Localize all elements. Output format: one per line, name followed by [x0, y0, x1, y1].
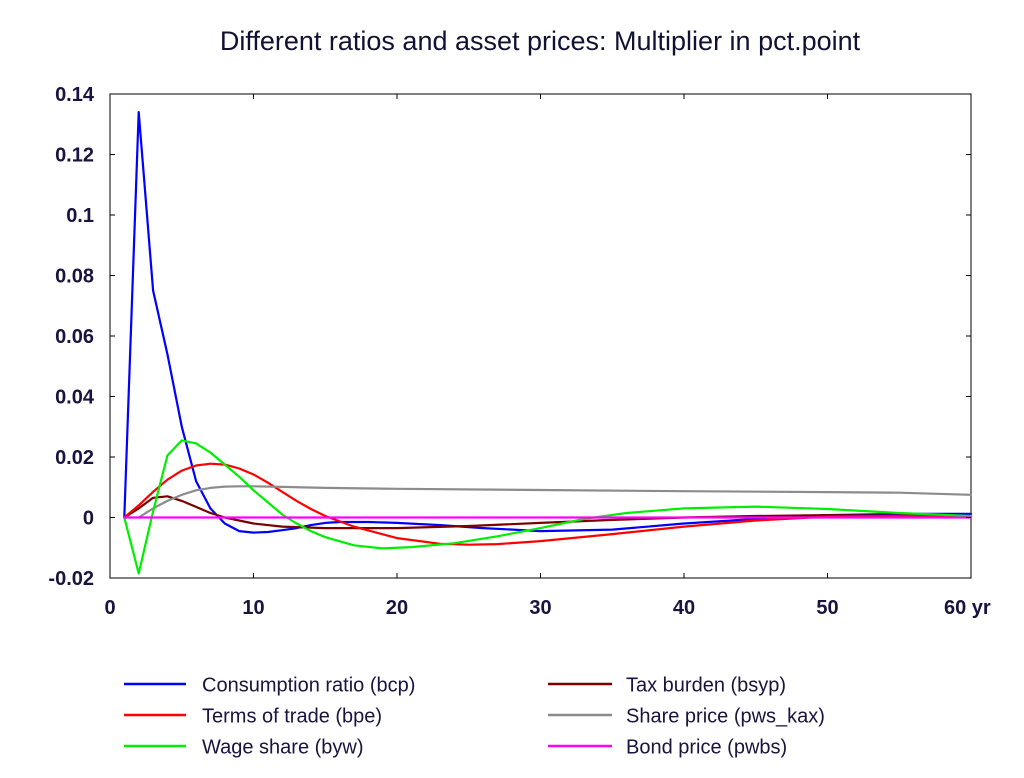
y-tick-label: 0.14 [55, 84, 95, 106]
series-line-3 [137, 485, 973, 519]
series-line-2 [123, 462, 973, 546]
x-tick-label: 10 [242, 597, 264, 619]
legend-label-0: Consumption ratio (bcp) [202, 674, 415, 696]
y-tick-label: 0.06 [55, 326, 94, 348]
y-tick-label: -0.02 [48, 568, 94, 590]
plot-area: -0.02 0 0.02 0.04 0.06 0.08 0.1 0.12 0.14 0 10 20 30… [48, 84, 991, 619]
legend-label-3: Share price (pws_kax) [626, 705, 825, 727]
y-tick-label: 0.12 [55, 145, 94, 167]
plot-frame [109, 93, 972, 579]
y-tick-label: 0.02 [55, 447, 94, 469]
x-tick-label: 30 [529, 597, 551, 619]
chart-title: Different ratios and asset prices: Multi… [220, 26, 861, 56]
series-line-4 [123, 439, 973, 575]
x-tick-label: 0 [104, 597, 115, 619]
legend-label-5: Bond price (pwbs) [626, 736, 787, 758]
series-line-0 [123, 110, 973, 534]
legend-label-1: Tax burden (bsyp) [626, 674, 786, 696]
legend-label-4: Wage share (byw) [202, 736, 364, 758]
axis-layer: -0.02 0 0.02 0.04 0.06 0.08 0.1 0.12 0.14 0 10 20 30… [48, 84, 991, 619]
y-tick-label: 0.1 [66, 205, 94, 227]
legend: Consumption ratio (bcp) Tax burden (bsyp)… [124, 674, 825, 758]
series-layer [123, 110, 973, 575]
x-tick-label: 50 [816, 597, 838, 619]
x-tick-label: 20 [386, 597, 408, 619]
y-tick-label: 0.08 [55, 266, 94, 288]
y-tick-label: 0 [83, 508, 94, 530]
legend-label-2: Terms of trade (bpe) [202, 705, 382, 727]
x-tick-label: 60 yr [944, 597, 991, 619]
y-tick-label: 0.04 [55, 387, 95, 409]
series-line-1 [123, 495, 973, 530]
x-tick-label: 40 [673, 597, 695, 619]
